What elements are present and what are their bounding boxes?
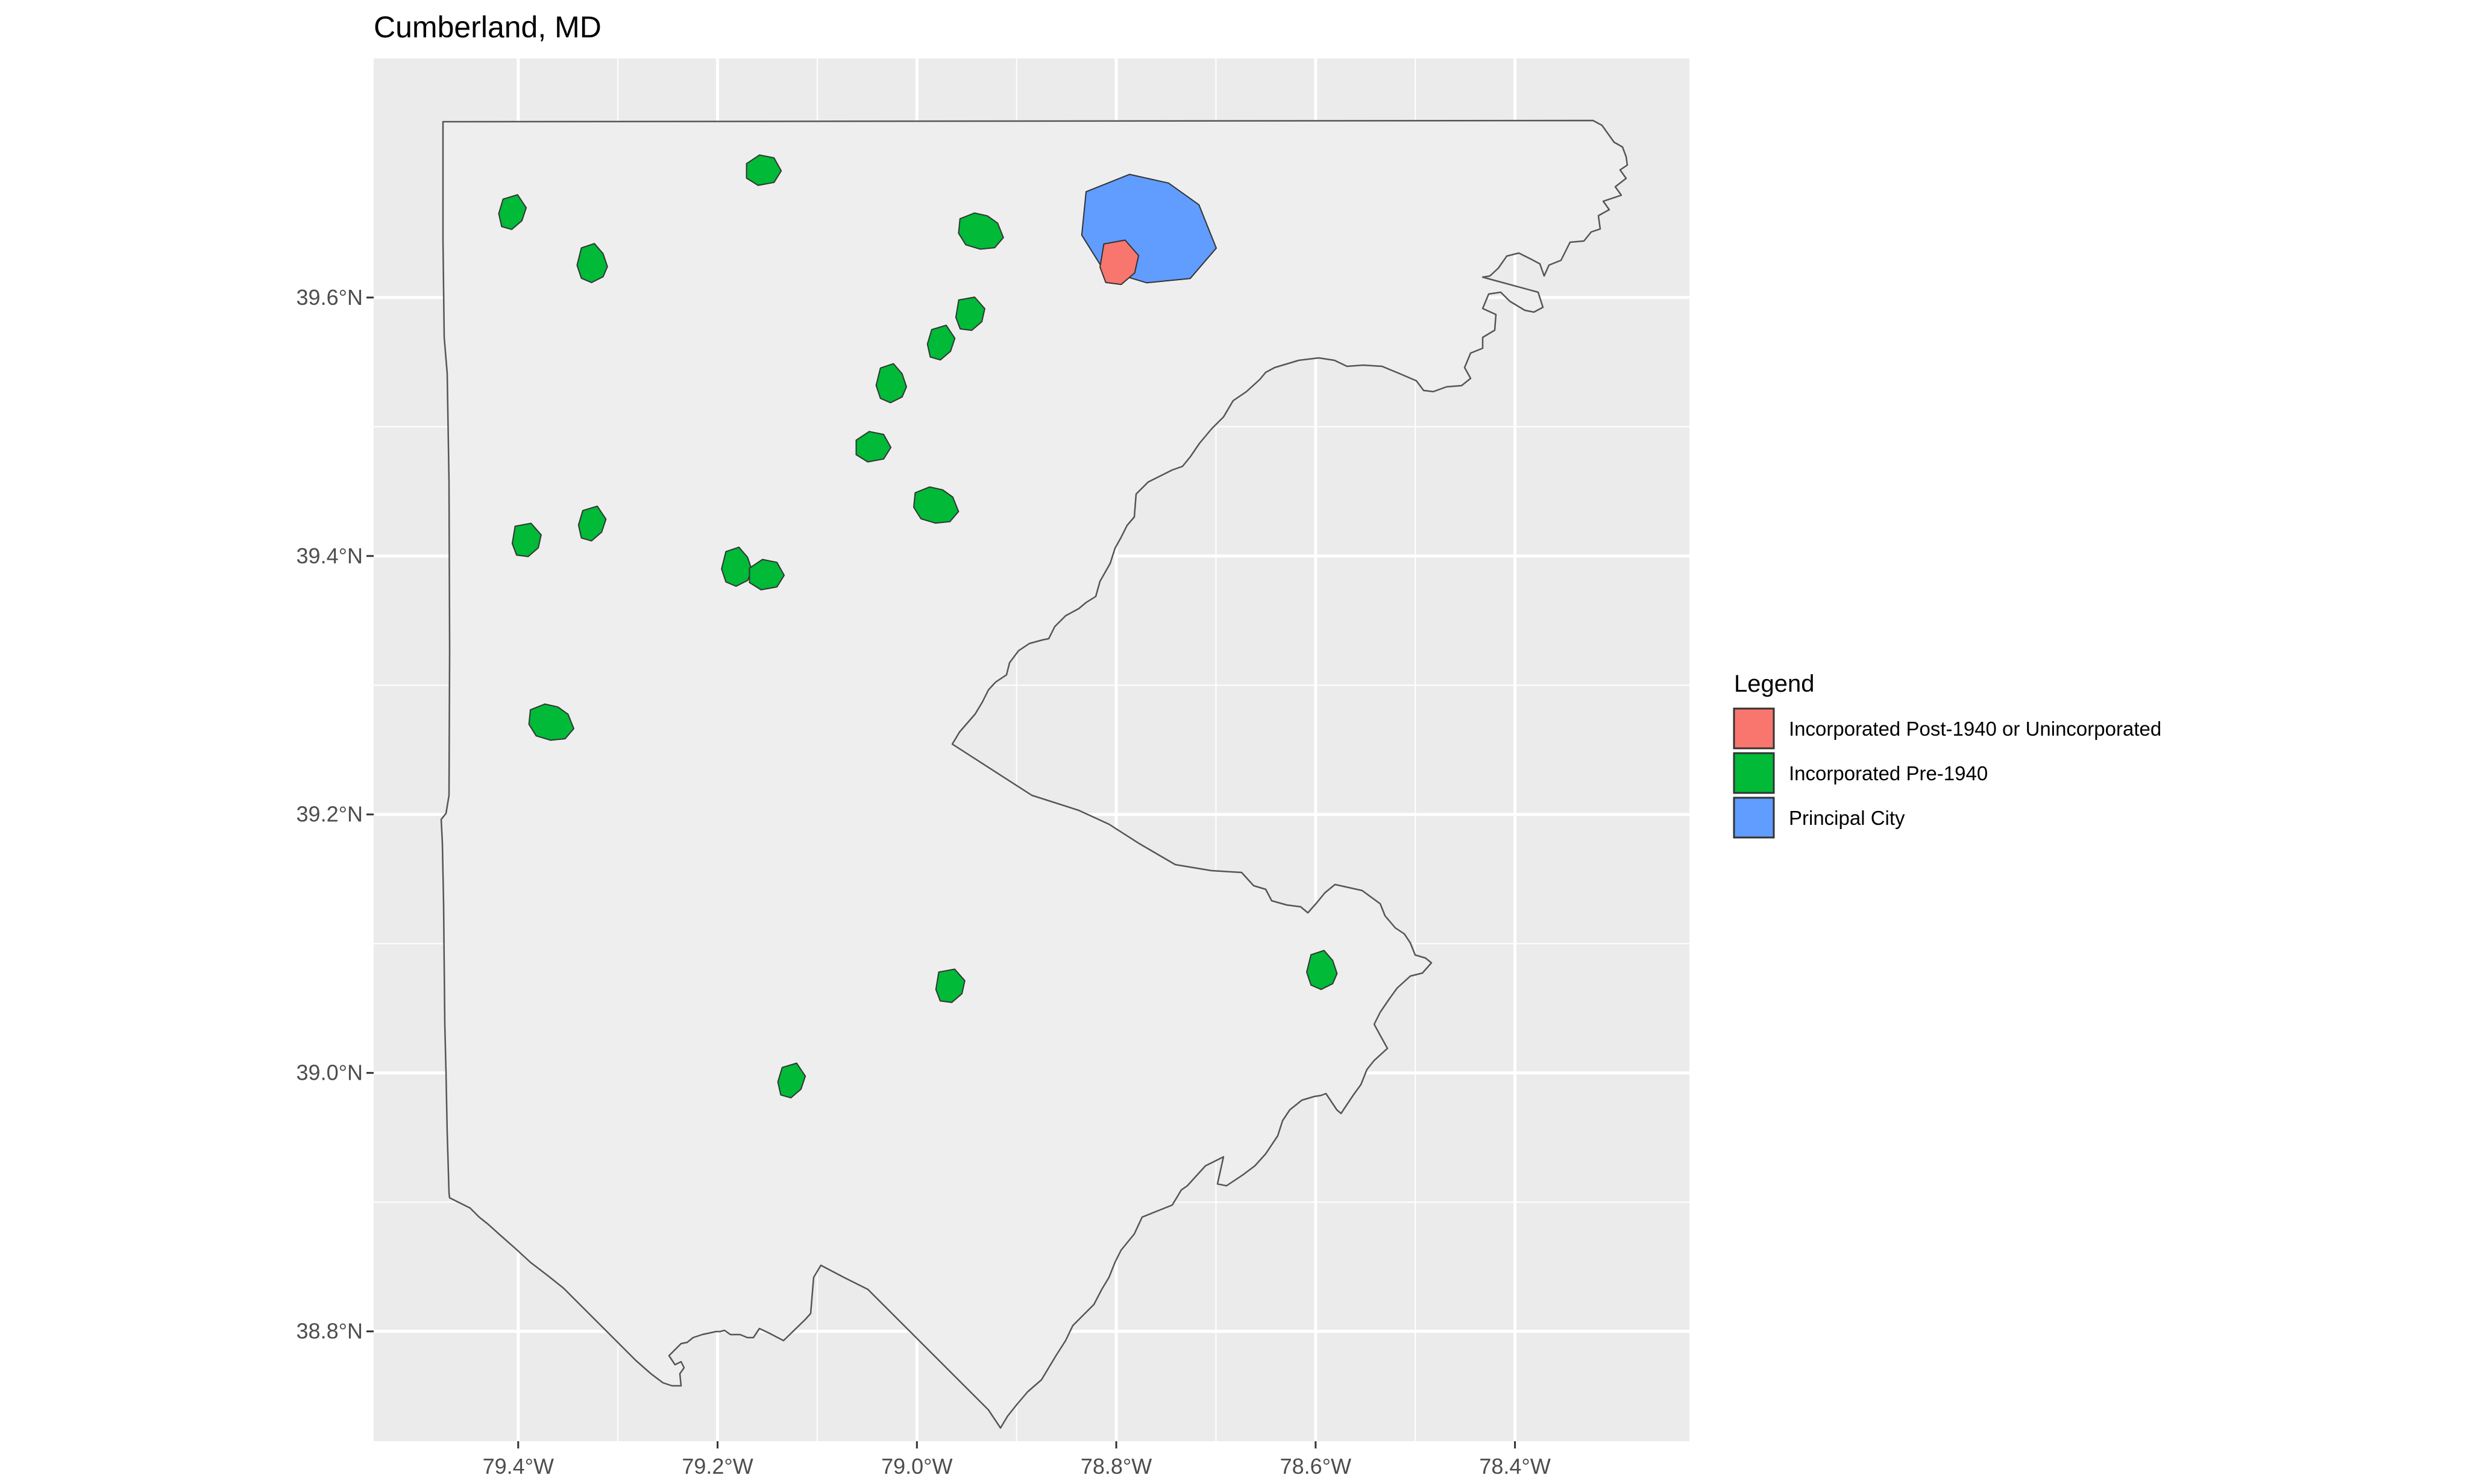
legend: Legend Incorporated Post-1940 or Unincor… <box>1733 671 2161 839</box>
legend-title: Legend <box>1734 671 1814 697</box>
y-tick-label: 39.0°N <box>297 1060 363 1085</box>
x-tick-label: 78.6°W <box>1280 1454 1351 1479</box>
legend-label: Incorporated Post-1940 or Unincorporated <box>1789 718 2161 740</box>
x-axis: 79.4°W 79.2°W 79.0°W 78.8°W 78.6°W 78.4°W <box>483 1441 1551 1479</box>
x-tick-label: 78.4°W <box>1479 1454 1550 1479</box>
legend-swatch <box>1733 707 1775 750</box>
legend-items: Incorporated Post-1940 or Unincorporated… <box>1733 707 2161 839</box>
place-polygon <box>926 324 956 361</box>
x-tick-label: 78.8°W <box>1081 1454 1152 1479</box>
place-polygon <box>935 968 966 1003</box>
places-layer <box>498 154 1338 1099</box>
place-polygon <box>1306 950 1338 991</box>
place-polygon <box>913 486 960 524</box>
legend-label: Principal City <box>1789 807 1905 829</box>
place-polygon <box>511 522 542 557</box>
place-polygon <box>958 212 1004 250</box>
x-tick-label: 79.0°W <box>881 1454 952 1479</box>
place-polygon <box>855 431 892 463</box>
y-tick-label: 39.6°N <box>297 285 363 310</box>
place-polygon <box>498 194 527 230</box>
legend-label: Incorporated Pre-1940 <box>1789 762 1988 784</box>
map-title: Cumberland, MD <box>374 10 602 44</box>
y-tick-label: 39.2°N <box>297 802 363 827</box>
y-tick-label: 39.4°N <box>297 543 363 568</box>
legend-swatch <box>1733 797 1775 839</box>
place-polygon <box>875 363 907 404</box>
place-polygon <box>576 243 608 283</box>
x-tick-label: 79.4°W <box>483 1454 554 1479</box>
x-tick-label: 79.2°W <box>682 1454 753 1479</box>
place-polygon <box>577 506 607 542</box>
county-outline <box>440 119 1629 1429</box>
place-polygon <box>749 559 785 590</box>
place-polygon <box>746 154 782 186</box>
y-axis: 38.8°N 39.0°N 39.2°N 39.4°N 39.6°N <box>297 285 374 1344</box>
place-polygon <box>1099 239 1140 286</box>
y-tick-label: 38.8°N <box>297 1319 363 1344</box>
place-polygon <box>955 296 985 331</box>
place-polygon <box>528 703 574 741</box>
place-polygon <box>721 546 753 587</box>
place-polygon <box>777 1062 806 1099</box>
legend-swatch <box>1733 752 1775 794</box>
